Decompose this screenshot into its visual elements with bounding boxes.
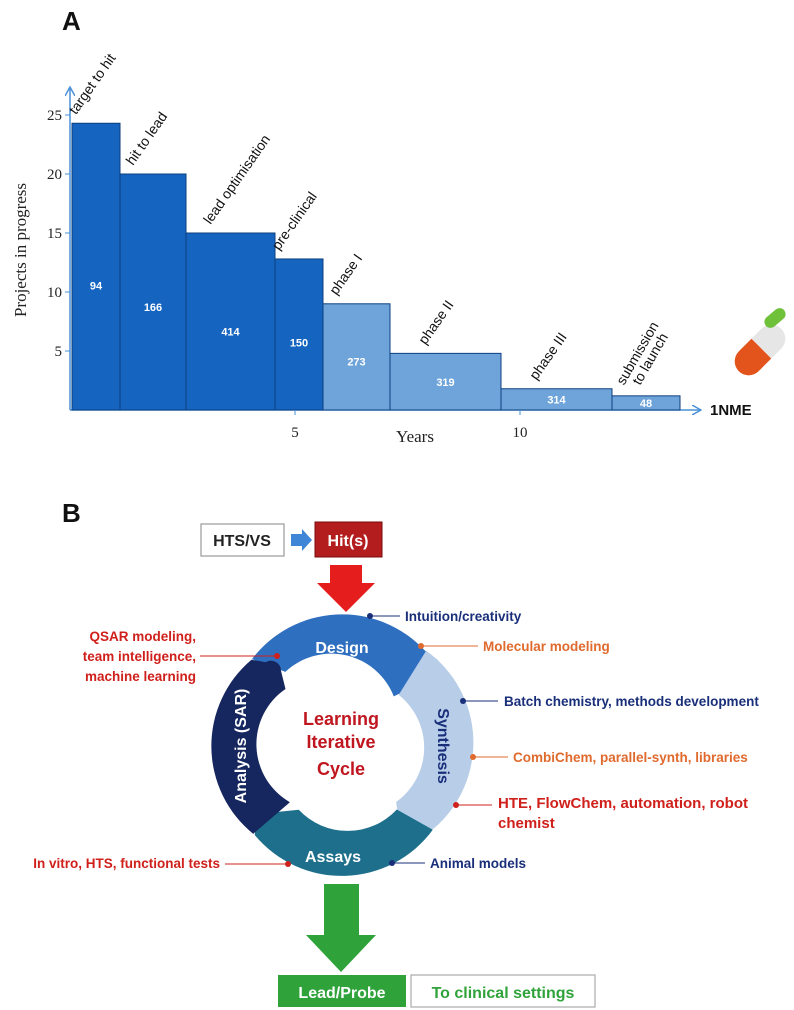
- ann-batch-chemistry: Batch chemistry, methods development: [504, 694, 759, 709]
- x-tick-label: 5: [291, 425, 299, 441]
- y-tick-label: 25: [47, 108, 62, 124]
- center-line-2: Iterative: [306, 732, 375, 752]
- ann-qsar-line1: QSAR modeling,: [89, 629, 196, 644]
- synthesis-segment: [396, 650, 474, 837]
- y-tick-label: 20: [47, 167, 62, 183]
- synthesis-label: Synthesis: [434, 708, 451, 784]
- hts-to-hit-arrow: [291, 529, 312, 551]
- bar-count-label: 166: [144, 302, 162, 314]
- stage-label: hit to lead: [122, 109, 170, 168]
- bar-count-label: 150: [290, 338, 308, 350]
- analysis-label: Analysis (SAR): [233, 689, 250, 804]
- ann-in-vitro: In vitro, HTS, functional tests: [33, 856, 220, 871]
- bar-submission-to-launch: [611, 395, 681, 411]
- ann-qsar-line2: team intelligence,: [83, 649, 196, 664]
- hits-label: Hit(s): [328, 533, 369, 550]
- stage-label: phase I: [326, 251, 365, 298]
- bar-count-label: 319: [436, 377, 454, 389]
- pill-icon: [734, 324, 786, 376]
- stage-label: pre-clinical: [268, 189, 319, 253]
- capsule-icon: [764, 308, 786, 328]
- endpoint-label: 1NME: [710, 402, 752, 419]
- ann-molecular-modeling: Molecular modeling: [483, 639, 610, 654]
- learning-cycle-ring: [211, 614, 474, 876]
- stage-label-text: phase III: [526, 329, 570, 382]
- y-tick-label: 5: [55, 344, 63, 360]
- stage-label: target to hit: [65, 50, 118, 117]
- assays-segment: [254, 809, 433, 876]
- hits-down-arrow: [317, 565, 375, 612]
- stage-label-text: phase II: [415, 297, 457, 347]
- bar-count-label: 94: [90, 281, 103, 293]
- stage-label-text: phase I: [326, 251, 365, 298]
- lead-down-arrow: [306, 884, 376, 972]
- panel-b-label: B: [62, 498, 81, 528]
- hits-box: [314, 521, 383, 558]
- assays-label: Assays: [305, 849, 361, 866]
- stage-label: phase III: [526, 329, 570, 382]
- x-axis-title: Years: [396, 427, 434, 446]
- bar-target-to-hit: [71, 122, 121, 411]
- ann-animal-models: Animal models: [430, 856, 526, 871]
- stage-label: phase II: [415, 297, 457, 347]
- ann-hte-line2: chemist: [498, 815, 555, 832]
- bar-count-label: 48: [640, 398, 652, 410]
- ann-intuition: Intuition/creativity: [405, 609, 522, 624]
- x-tick-label: 10: [513, 425, 528, 441]
- hts-vs-box: [200, 523, 285, 557]
- bar-pre-clinical: [274, 258, 324, 411]
- stage-label-text: lead optimisation: [200, 131, 273, 226]
- y-tick-label: 10: [47, 285, 62, 301]
- ann-hte-line1: HTE, FlowChem, automation, robot: [498, 795, 748, 812]
- y-axis-title: Projects in progress: [11, 183, 30, 317]
- center-line-3: Cycle: [317, 759, 365, 779]
- ann-combichem: CombiChem, parallel-synth, libraries: [513, 750, 748, 765]
- center-line-1: Learning: [303, 709, 379, 729]
- bar-count-label: 273: [347, 356, 365, 368]
- to-clinical-label: To clinical settings: [432, 985, 575, 1002]
- design-segment: [252, 614, 442, 697]
- lead-probe-label: Lead/Probe: [298, 985, 385, 1002]
- y-tick-label: 15: [47, 226, 62, 242]
- stage-label-text: hit to lead: [122, 109, 170, 168]
- ann-qsar-line3: machine learning: [85, 669, 196, 684]
- bar-lead-optimisation: [185, 232, 276, 411]
- design-label: Design: [315, 640, 368, 657]
- bar-count-label: 414: [221, 327, 240, 339]
- analysis-segment: [211, 659, 290, 834]
- bar-count-label: 314: [547, 394, 566, 406]
- to-clinical-box: [410, 974, 596, 1008]
- panel-a-label: A: [62, 6, 81, 36]
- stage-label-text: target to hit: [65, 50, 118, 117]
- bar-hit-to-lead: [119, 173, 187, 411]
- bar-phase-i: [322, 303, 391, 411]
- bar-phase-ii: [389, 352, 502, 411]
- stage-label-text: pre-clinical: [268, 189, 319, 253]
- annotation-connectors: [200, 613, 508, 867]
- hts-vs-label: HTS/VS: [213, 533, 271, 550]
- pipeline-chart: 94 166 414 150 273 319 314 48 5 10 15 20 25 5 10 targe…: [47, 50, 700, 441]
- lead-probe-box: [278, 975, 406, 1007]
- stage-label: lead optimisation: [200, 131, 273, 226]
